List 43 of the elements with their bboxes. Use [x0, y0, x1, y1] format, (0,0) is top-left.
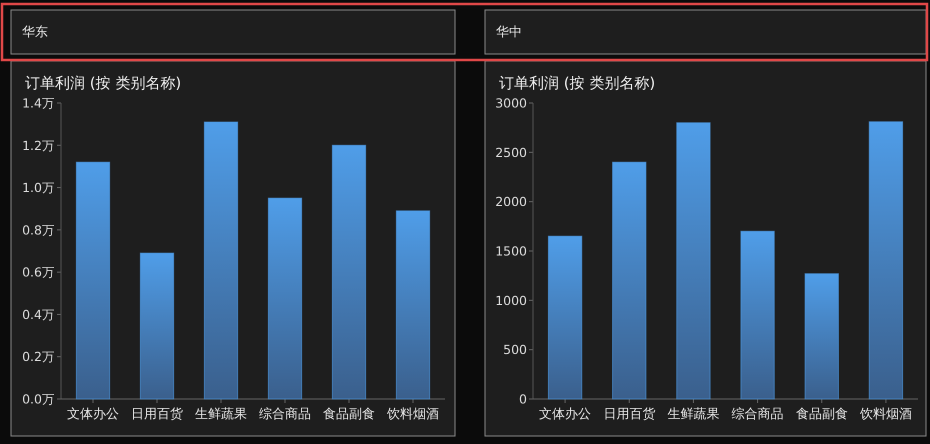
bar [204, 122, 238, 400]
bar [332, 144, 366, 400]
chart-title: 订单利润 (按 类别名称) [499, 74, 656, 92]
chart-subtitle: 华中 [496, 25, 522, 40]
bar [676, 122, 711, 400]
y-tick-label: 2000 [495, 194, 528, 210]
x-tick-label: 饮料烟酒 [858, 407, 912, 422]
y-tick-label: 1.0万 [22, 180, 55, 196]
x-tick-label: 饮料烟酒 [386, 407, 439, 422]
y-tick-label: 2500 [495, 144, 528, 160]
x-tick-label: 食品副食 [796, 407, 848, 422]
bar [868, 121, 904, 400]
y-tick-label: 500 [503, 342, 528, 358]
x-tick-label: 综合商品 [732, 407, 784, 422]
y-tick-label: 0.4万 [22, 306, 55, 322]
x-tick-label: 生鲜蔬果 [667, 407, 720, 422]
x-tick-label: 生鲜蔬果 [195, 407, 247, 422]
x-tick-label: 日用百货 [131, 407, 183, 422]
bar [804, 273, 839, 400]
y-tick-label: 1000 [495, 292, 528, 308]
bar [548, 236, 582, 400]
y-tick-label: 0.6万 [22, 264, 55, 280]
chart-title: 订单利润 (按 类别名称) [25, 74, 182, 92]
y-tick-label: 0.8万 [22, 222, 55, 238]
y-tick-label: 0.0万 [22, 392, 55, 406]
bar [76, 162, 110, 400]
x-tick-label: 综合商品 [259, 407, 311, 422]
y-tick-label: 3000 [495, 96, 528, 110]
bar [740, 230, 775, 400]
x-tick-label: 食品副食 [323, 407, 375, 422]
y-tick-label: 1.2万 [22, 138, 55, 153]
y-tick-label: 0.2万 [22, 349, 55, 364]
y-tick-label: 1.4万 [22, 96, 55, 110]
y-tick-label: 1500 [495, 244, 528, 258]
x-tick-label: 日用百货 [603, 407, 656, 422]
bar [612, 162, 646, 400]
chart-subtitle: 华东 [22, 25, 48, 40]
bar [140, 252, 174, 400]
x-tick-label: 文体办公 [539, 407, 592, 422]
bar [268, 198, 302, 400]
bar [396, 210, 430, 400]
x-tick-label: 文体办公 [67, 407, 119, 422]
y-tick-label: 0 [519, 392, 528, 406]
